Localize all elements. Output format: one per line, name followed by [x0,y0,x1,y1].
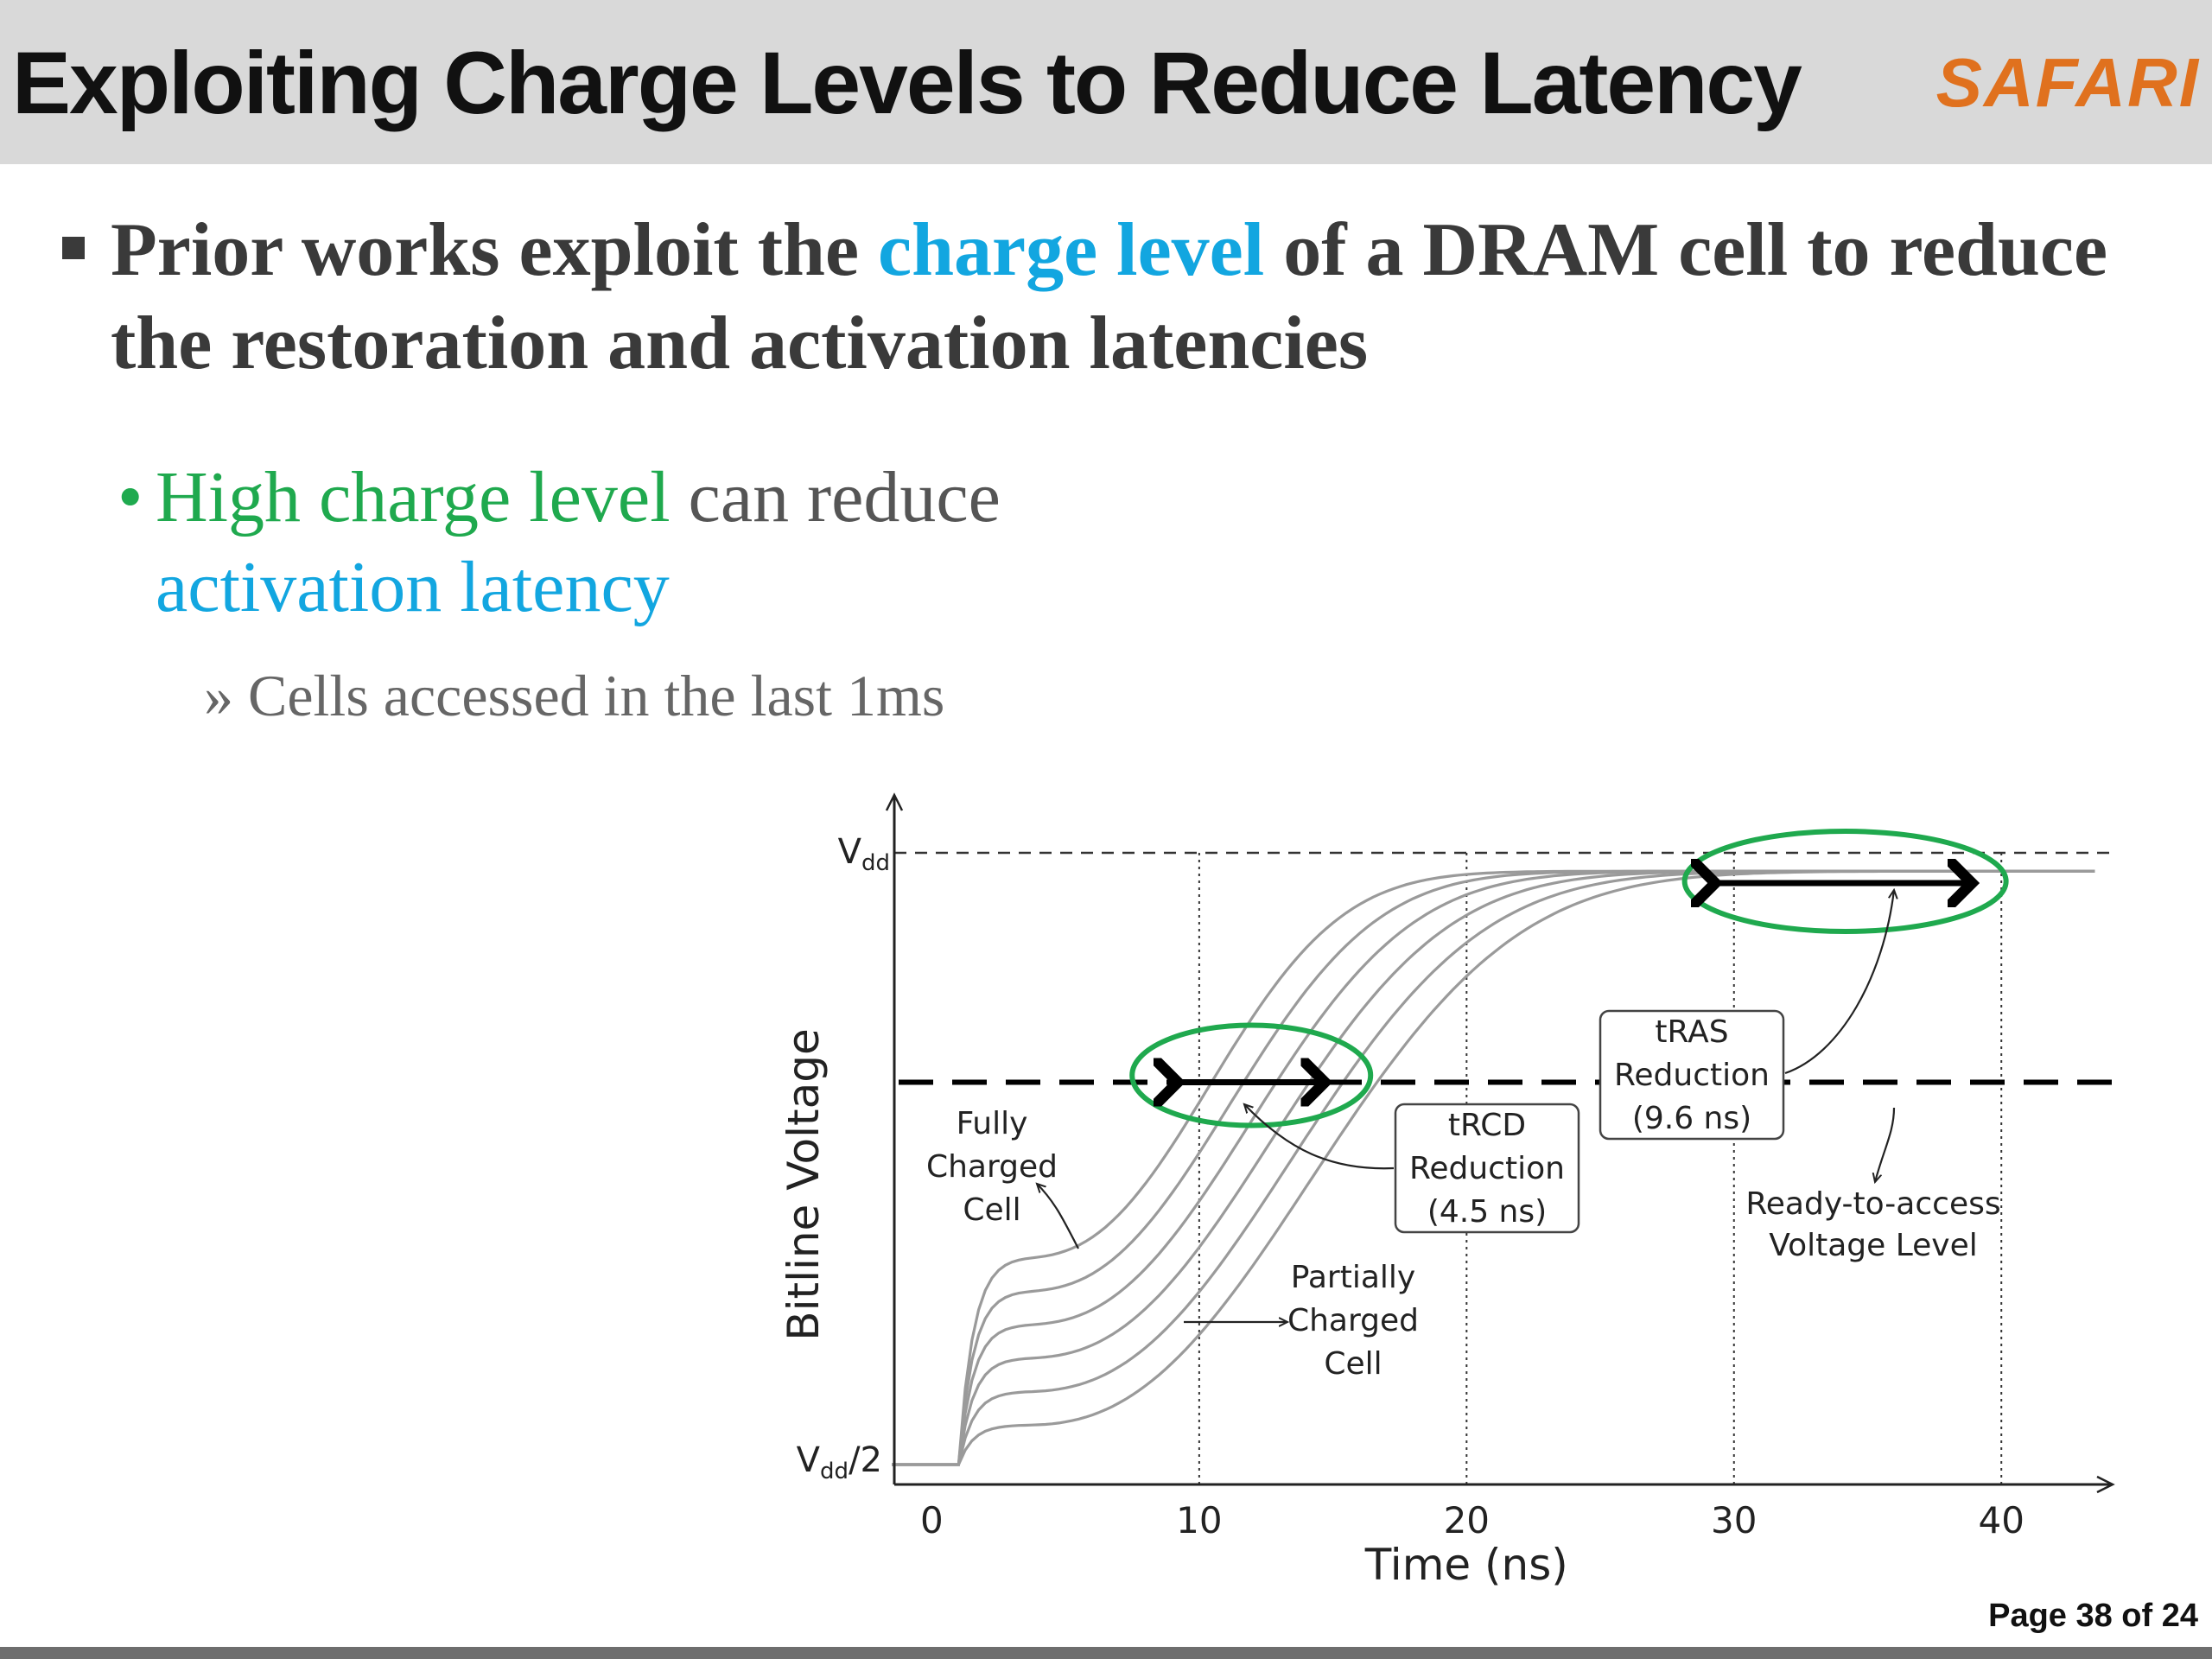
x-tick-40: 40 [1978,1499,2024,1541]
ready-level-label: Ready-to-access Voltage Level [1745,1186,2000,1263]
square-bullet-icon [62,237,85,259]
tras-label: tRAS Reduction (9.6 ns) [1614,1014,1770,1136]
x-tick-10: 10 [1176,1499,1222,1541]
bullet-2-highlight-green: High charge level [156,457,671,537]
trcd-label: tRCD Reduction (4.5 ns) [1409,1108,1565,1230]
partially-charged-label: Partially Charged Cell [1287,1260,1419,1382]
tras-pointer [1784,890,1894,1075]
x-tick-20: 20 [1444,1499,1490,1541]
footer-bar [0,1647,2212,1659]
fully-charged-pointer [1037,1184,1079,1249]
vertical-gridlines [1198,853,2003,1484]
bullet-1-highlight: charge level [878,208,1265,292]
bitline-voltage-chart: 0 10 20 30 40 Vdd Vdd/2 Time (ns) Bitline Vo… [779,792,2115,1590]
trcd-pointer [1244,1104,1395,1170]
bullet-1-text: Prior works exploit the charge level of … [111,204,2184,391]
annotation-pointers [1037,890,1894,1322]
bullet-1-pre: Prior works exploit the [111,208,879,292]
page-number: Page 38 of 24 [1988,1598,2198,1634]
slide-title: Exploiting Charge Levels to Reduce Laten… [12,34,1802,132]
trcd-label-box [1394,1103,1580,1234]
fully-charged-label: Fully Charged Cell [926,1106,1058,1228]
bullet-3: » Cells accessed in the last 1ms [204,663,945,728]
safari-logo: SAFARI [1936,44,2200,121]
bullet-2-text: High charge level can reduce activation … [156,453,1106,632]
tras-label-box [1599,1009,1785,1141]
y-tick-vdd-half: Vdd/2 [797,1440,882,1484]
x-tick-30: 30 [1711,1499,1757,1541]
y-tick-vdd: Vdd [838,832,890,876]
slide-header [0,0,2212,164]
bullet-2-highlight-blue: activation latency [156,547,670,627]
round-bullet-icon: • [118,457,143,537]
bullet-1-post: of a DRAM cell to reduce the restoration… [111,208,2108,385]
x-axis-label: Time (ns) [1364,1540,1568,1590]
x-tick-labels: 0 10 20 30 40 [920,1499,2024,1541]
bullet-2-mid: can reduce [670,457,1001,537]
ready-pointer [1875,1107,1896,1182]
trcd-highlight-ellipse [1129,1022,1374,1128]
tras-highlight-ellipse [1681,829,2009,934]
x-tick-0: 0 [920,1499,944,1541]
y-axis-label: Bitline Voltage [779,1028,829,1340]
